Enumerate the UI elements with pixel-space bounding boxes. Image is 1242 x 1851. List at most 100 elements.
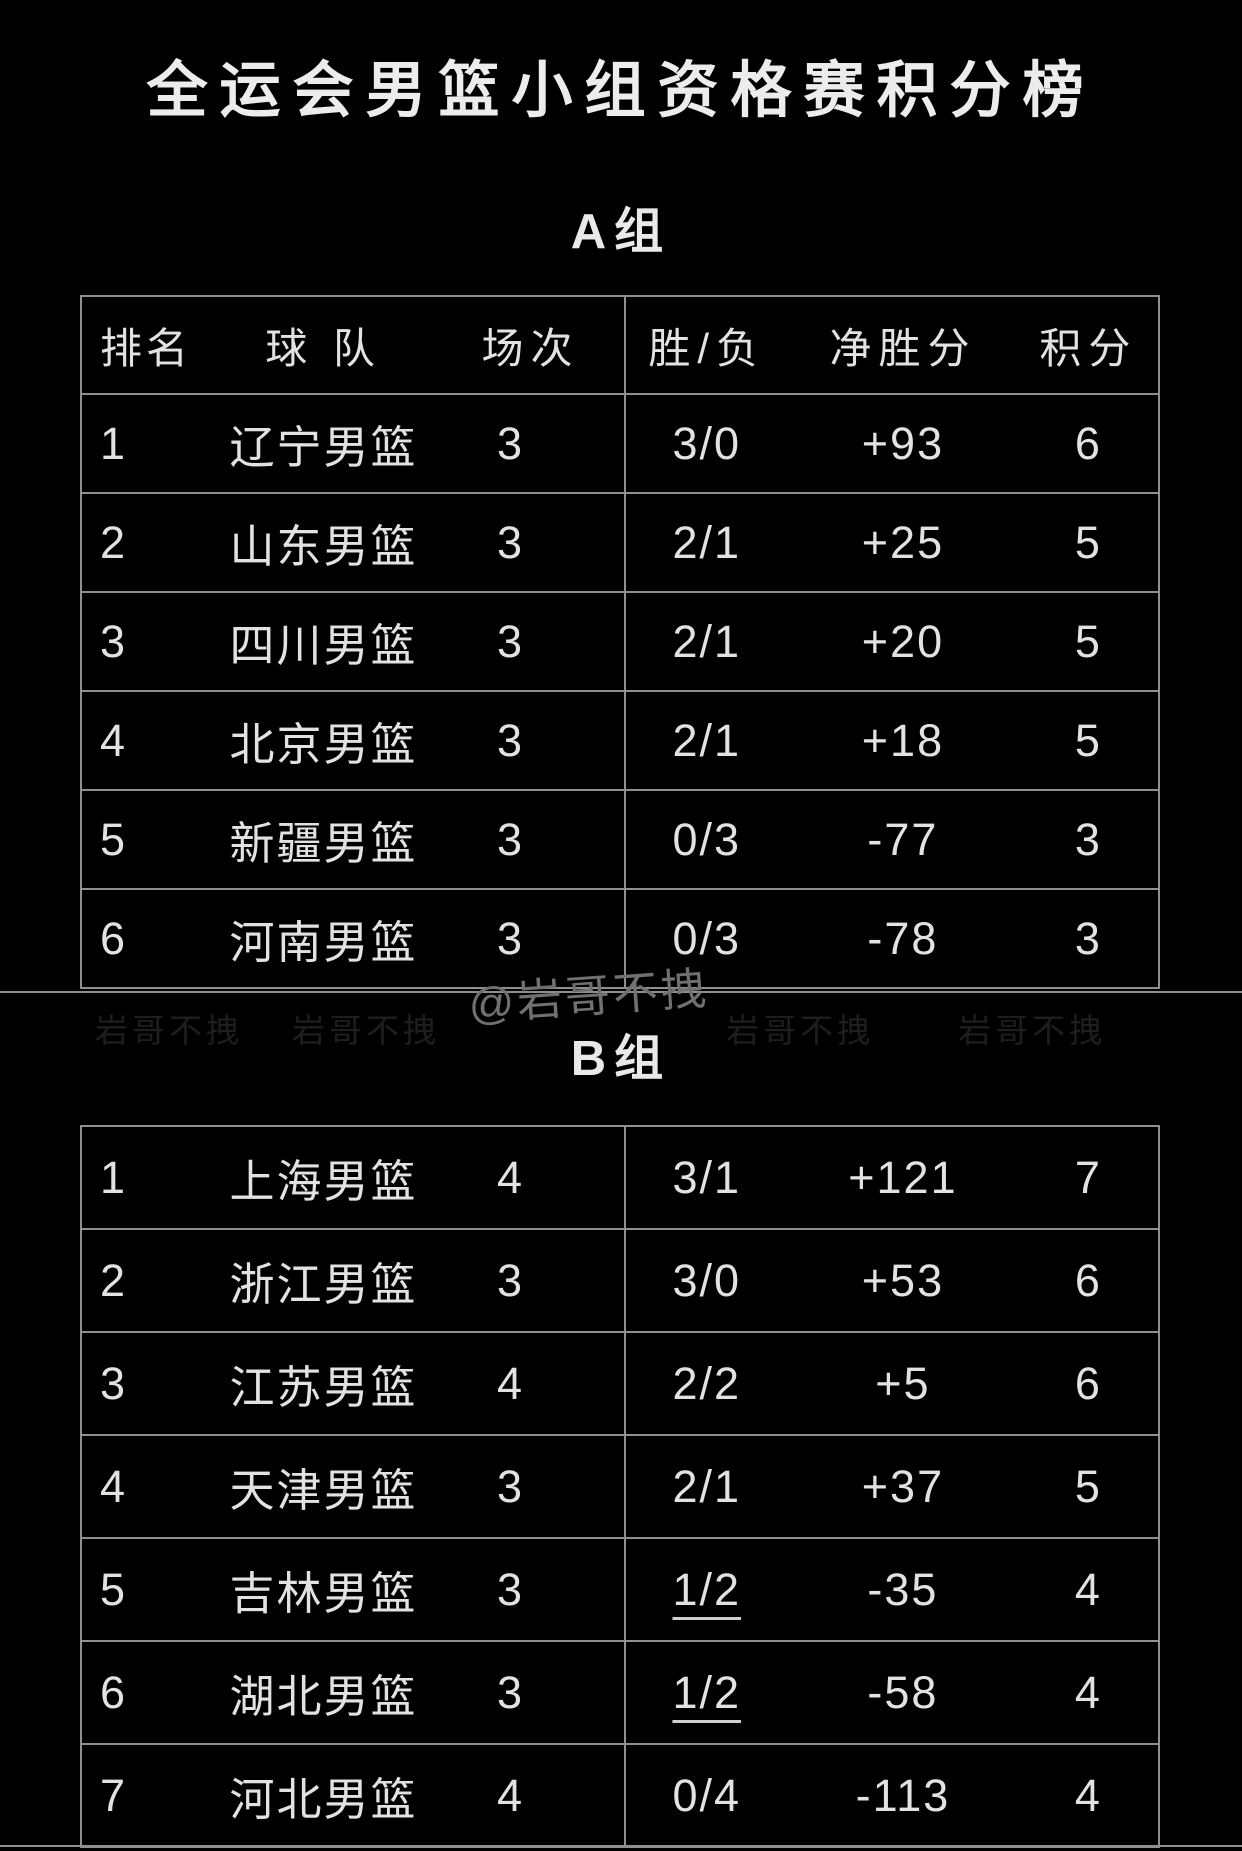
points-cell: 4: [1074, 1563, 1102, 1615]
standings-table-group-b: 1 上海男篮 4 3/1 +121 7 2 浙江男篮 3 3/0 +53 6 3…: [80, 1125, 1160, 1848]
games-cell: 4: [436, 1332, 627, 1435]
win-loss-cell: 2/1: [672, 1460, 741, 1512]
rank-cell: 1: [100, 1151, 130, 1203]
rank-cell: 1: [100, 417, 130, 469]
team-cell: 上海男篮: [229, 1156, 418, 1207]
games-cell: 3: [436, 394, 627, 493]
win-loss-cell: 3/0: [672, 1254, 741, 1306]
point-diff-cell: +121: [848, 1151, 958, 1203]
point-diff-cell: -35: [867, 1563, 939, 1615]
points-cell: 5: [1074, 714, 1102, 766]
table-row: 5 吉林男篮 3 1/2 -35 4: [81, 1538, 1159, 1641]
win-loss-cell: 0/3: [672, 912, 741, 964]
point-diff-cell: +25: [861, 516, 945, 568]
table-a-body: 1 辽宁男篮 3 3/0 +93 6 2 山东男篮 3 2/1 +25 5 3 …: [81, 394, 1159, 988]
rank-cell: 6: [100, 1666, 130, 1718]
games-cell: 3: [436, 691, 627, 790]
win-loss-cell: 2/1: [672, 615, 741, 667]
rank-cell: 4: [100, 1460, 130, 1512]
standings-table-group-a: 排名 球 队 场次 胜/负 净胜分 积分 1 辽宁男篮 3 3/0 +93 6 …: [80, 295, 1160, 989]
point-diff-cell: +53: [861, 1254, 945, 1306]
points-cell: 5: [1074, 516, 1102, 568]
header-team: 球 队: [265, 324, 382, 372]
group-b-label: B组: [570, 1032, 672, 1086]
rank-cell: 5: [100, 1563, 130, 1615]
points-cell: 4: [1074, 1666, 1102, 1718]
header-rank: 排名: [100, 324, 193, 372]
table-row: 7 河北男篮 4 0/4 -113 4: [81, 1744, 1159, 1847]
team-cell: 河南男篮: [229, 917, 418, 968]
header-win-loss: 胜/负: [648, 324, 766, 372]
points-cell: 6: [1074, 1254, 1102, 1306]
points-cell: 3: [1074, 912, 1102, 964]
points-cell: 6: [1074, 417, 1102, 469]
team-cell: 北京男篮: [229, 719, 418, 770]
header-point-diff: 净胜分: [829, 324, 977, 372]
team-cell: 吉林男篮: [229, 1568, 418, 1619]
team-cell: 浙江男篮: [229, 1259, 418, 1310]
rank-cell: 3: [100, 615, 130, 667]
win-loss-cell: 2/1: [672, 714, 741, 766]
rank-cell: 6: [100, 912, 130, 964]
table-row: 6 湖北男篮 3 1/2 -58 4: [81, 1641, 1159, 1744]
games-cell: 4: [436, 1126, 627, 1229]
table-row: 6 河南男篮 3 0/3 -78 3: [81, 889, 1159, 988]
point-diff-cell: -58: [867, 1666, 939, 1718]
win-loss-cell: 1/2: [672, 1563, 741, 1615]
point-diff-cell: +18: [861, 714, 945, 766]
header-points: 积分: [1039, 324, 1138, 372]
point-diff-cell: +20: [861, 615, 945, 667]
team-cell: 四川男篮: [229, 620, 418, 671]
team-cell: 湖北男篮: [229, 1671, 418, 1722]
table-b-body: 1 上海男篮 4 3/1 +121 7 2 浙江男篮 3 3/0 +53 6 3…: [81, 1126, 1159, 1847]
team-cell: 河北男篮: [229, 1774, 418, 1825]
table-row: 1 上海男篮 4 3/1 +121 7: [81, 1126, 1159, 1229]
win-loss-cell: 3/0: [672, 417, 741, 469]
games-cell: 4: [436, 1744, 627, 1847]
win-loss-cell: 0/4: [672, 1769, 741, 1821]
rank-cell: 2: [100, 516, 130, 568]
rank-cell: 5: [100, 813, 130, 865]
points-cell: 6: [1074, 1357, 1102, 1409]
rank-cell: 3: [100, 1357, 130, 1409]
points-cell: 4: [1074, 1769, 1102, 1821]
table-row: 2 山东男篮 3 2/1 +25 5: [81, 493, 1159, 592]
games-cell: 3: [436, 1229, 627, 1332]
team-cell: 天津男篮: [229, 1465, 418, 1516]
win-loss-cell: 0/3: [672, 813, 741, 865]
table-a-header-row: 排名 球 队 场次 胜/负 净胜分 积分: [81, 296, 1159, 394]
rank-cell: 4: [100, 714, 130, 766]
points-cell: 5: [1074, 615, 1102, 667]
games-cell: 3: [436, 889, 627, 988]
table-row: 2 浙江男篮 3 3/0 +53 6: [81, 1229, 1159, 1332]
point-diff-cell: +37: [861, 1460, 945, 1512]
win-loss-cell: 3/1: [672, 1151, 741, 1203]
point-diff-cell: +93: [861, 417, 945, 469]
rank-cell: 2: [100, 1254, 130, 1306]
table-row: 3 江苏男篮 4 2/2 +5 6: [81, 1332, 1159, 1435]
team-cell: 江苏男篮: [229, 1362, 418, 1413]
point-diff-cell: -78: [867, 912, 939, 964]
faint-watermark: 岩哥不拽: [726, 1012, 874, 1049]
points-cell: 7: [1074, 1151, 1102, 1203]
table-a-bottom-divider-line: [0, 991, 1242, 993]
group-a-label: A组: [570, 205, 672, 259]
team-cell: 辽宁男篮: [229, 422, 418, 473]
win-loss-cell: 1/2: [672, 1666, 741, 1718]
team-cell: 山东男篮: [229, 521, 418, 572]
team-cell: 新疆男篮: [229, 818, 418, 869]
points-cell: 3: [1074, 813, 1102, 865]
page-title: 全运会男篮小组资格赛积分榜: [146, 56, 1096, 124]
point-diff-cell: -77: [867, 813, 939, 865]
point-diff-cell: -113: [855, 1769, 951, 1821]
win-loss-cell: 2/1: [672, 516, 741, 568]
table-row: 4 天津男篮 3 2/1 +37 5: [81, 1435, 1159, 1538]
games-cell: 3: [436, 493, 627, 592]
games-cell: 3: [436, 1435, 627, 1538]
table-row: 5 新疆男篮 3 0/3 -77 3: [81, 790, 1159, 889]
games-cell: 3: [436, 592, 627, 691]
points-cell: 5: [1074, 1460, 1102, 1512]
point-diff-cell: +5: [875, 1357, 931, 1409]
faint-watermark: 岩哥不拽: [958, 1012, 1106, 1049]
table-row: 1 辽宁男篮 3 3/0 +93 6: [81, 394, 1159, 493]
